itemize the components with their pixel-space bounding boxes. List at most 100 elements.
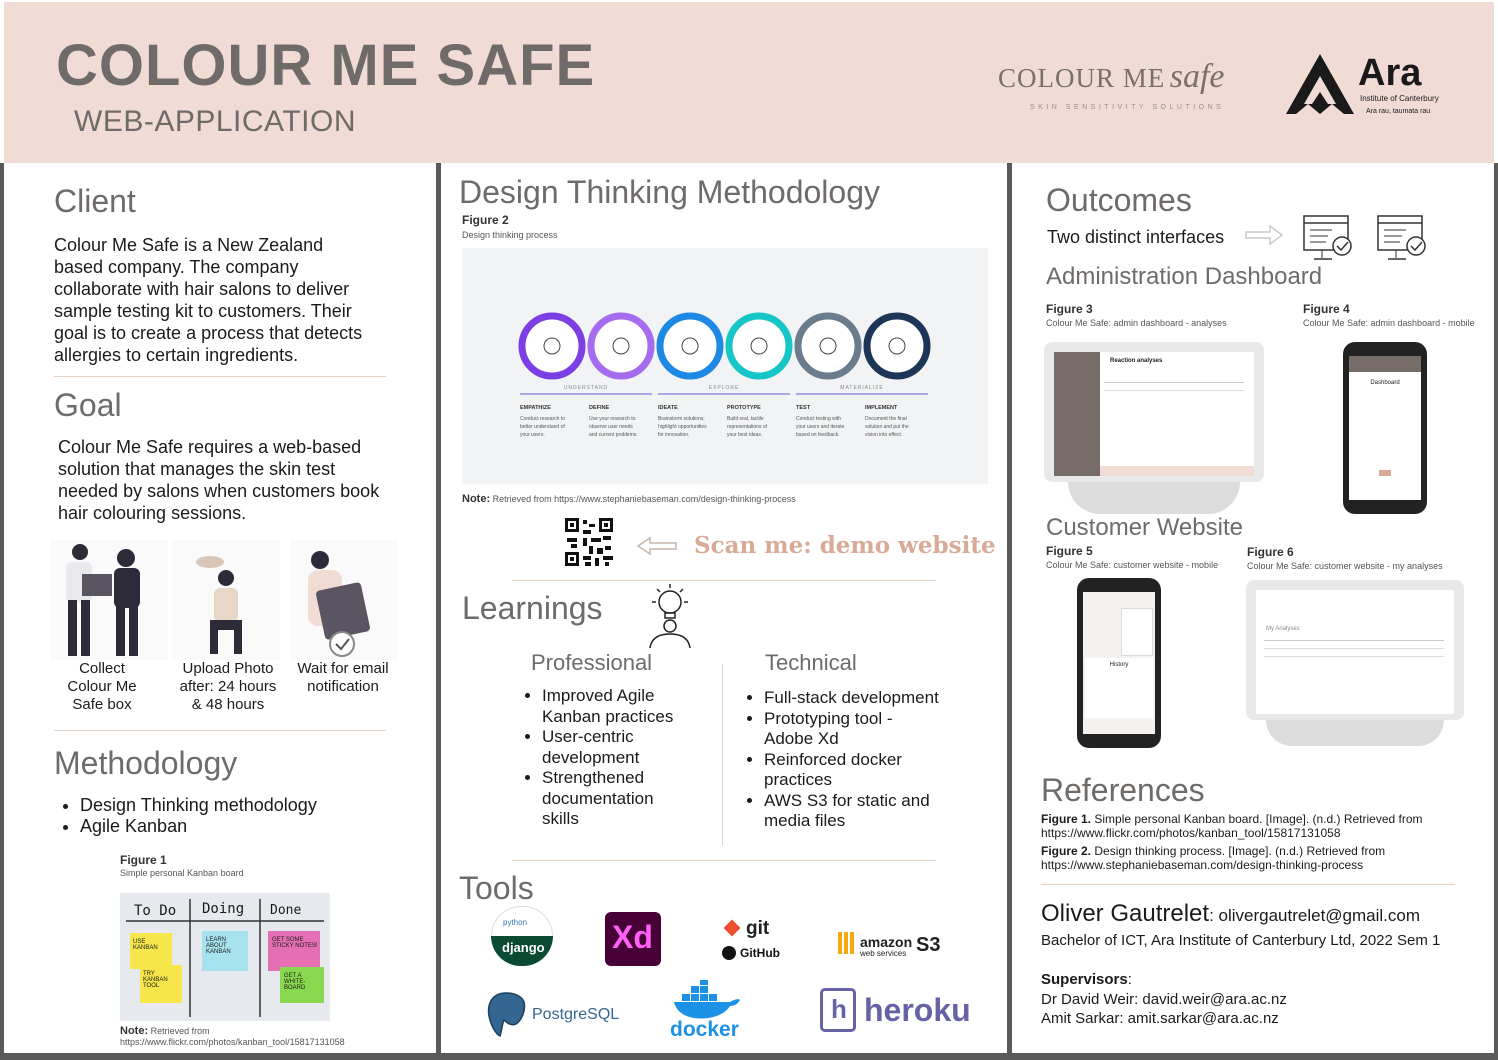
stage-ring <box>656 312 724 380</box>
learnings-divider <box>722 664 723 846</box>
arrow-left-icon <box>636 536 677 556</box>
stage-name: IDEATE <box>658 405 678 411</box>
divider <box>1041 884 1455 885</box>
supervisor-item[interactable]: Dr David Weir: david.weir@ara.ac.nz <box>1041 991 1287 1008</box>
scan-me-text[interactable]: Scan me: demo website <box>694 532 996 559</box>
stage-icon <box>888 337 906 355</box>
figure-3-caption: Colour Me Safe: admin dashboard - analys… <box>1046 318 1227 328</box>
goal-step-wait: Wait for email notification <box>297 660 389 695</box>
admin-mobile-screenshot: Dashboard <box>1343 342 1427 514</box>
learnings-heading: Learnings <box>462 590 603 626</box>
stage-icon <box>612 337 630 355</box>
poster-title: COLOUR ME SAFE <box>56 33 596 98</box>
author-name: Oliver Gautrelet <box>1041 900 1210 927</box>
stage-description: Conduct research to better understand of y… <box>520 416 566 438</box>
kanban-note: TRY KANBAN TOOL <box>143 971 168 989</box>
customer-analyses-screenshot: My Analyses <box>1246 580 1464 720</box>
stage-ring <box>725 312 793 380</box>
admin-dashboard-heading: Administration Dashboard <box>1046 263 1323 290</box>
qr-code-icon[interactable] <box>563 516 615 568</box>
supervisor-item[interactable]: Amit Sarkar: amit.sarkar@ara.ac.nz <box>1041 1010 1279 1027</box>
stage-ring <box>587 312 655 380</box>
stage-ring <box>794 312 862 380</box>
stage-description: Use your research to observe user needs an… <box>589 416 638 438</box>
phase-label: UNDERSTAND <box>563 385 609 391</box>
author-email[interactable]: : olivergautrelet@gmail.com <box>1209 906 1421 925</box>
colour-me-safe-logo: COLOUR ME safe SKIN SENSITIVITY SOLUTION… <box>998 58 1225 111</box>
ara-triangle-icon <box>1286 54 1354 114</box>
stage-name: DEFINE <box>589 405 610 411</box>
supervisors-label: Supervisors: <box>1041 971 1132 988</box>
design-thinking-image: EMPATHIZE Conduct research to better under… <box>462 248 988 484</box>
kanban-col-doing: Doing <box>202 901 245 917</box>
column-divider <box>436 163 441 1060</box>
column-divider <box>1007 163 1012 1060</box>
ara-logo: Ara Institute of Canterbury Ara rau, tau… <box>1284 52 1444 122</box>
border-bottom <box>0 1053 1498 1060</box>
divider <box>512 580 936 581</box>
stage-description: Build real, tactile representations of you… <box>727 416 768 438</box>
web-interface-icon <box>1303 215 1352 260</box>
stage-icon <box>681 337 699 355</box>
list-item: Prototyping tool -Adobe Xd <box>764 709 984 750</box>
goal-text: Colour Me Safe requires a web-based solut… <box>58 437 380 523</box>
stage-name: IMPLEMENT <box>865 405 898 411</box>
python-django-logo: python django <box>491 906 553 966</box>
border-left <box>0 163 4 1060</box>
figure-1-caption: Simple personal Kanban board <box>120 868 244 878</box>
whale-icon <box>674 980 740 1019</box>
stage-icon <box>819 337 837 355</box>
reference-1: Figure 1. Simple personal Kanban board. … <box>1041 812 1423 840</box>
methodology-heading: Methodology <box>54 745 238 781</box>
goal-step-collect: Collect Colour Me Safe box <box>67 660 137 713</box>
kanban-board-lines <box>126 899 324 1017</box>
phase-label: MATERIALIZE <box>840 385 884 391</box>
figure-5-caption: Colour Me Safe: customer website - mobil… <box>1046 560 1219 570</box>
author-degree: Bachelor of ICT, Ara Institute of Canter… <box>1041 932 1441 949</box>
adobe-xd-logo: Xd <box>605 912 661 966</box>
admin-analyses-screenshot: Reaction analyses <box>1044 342 1264 482</box>
list-item: Full-stack development <box>764 688 984 709</box>
design-thinking-heading: Design Thinking Methodology <box>459 174 880 210</box>
heroku-logo: h heroku <box>820 988 972 1036</box>
figure-5-label: Figure 5 <box>1046 544 1093 558</box>
stage-description: Brainstorm solutions; highlight opportuni… <box>658 416 707 438</box>
stage-description: Document the final solution and put the vi… <box>865 416 909 438</box>
list-item: Agile Kanban <box>80 816 317 837</box>
web-interface-icon <box>1377 215 1426 260</box>
kanban-note: GET SOME STICKY NOTES! <box>272 937 318 949</box>
goal-heading: Goal <box>54 387 122 423</box>
aws-s3-logo: amazon web services S3 <box>838 930 948 962</box>
kanban-col-done: Done <box>270 903 302 918</box>
professional-heading: Professional <box>531 650 653 675</box>
client-heading: Client <box>54 183 136 219</box>
kanban-note: GET A WHITE-BOARD <box>284 973 306 991</box>
stage-name: EMPATHIZE <box>520 405 551 411</box>
border-right <box>1494 163 1498 1060</box>
figure-1-label: Figure 1 <box>120 853 167 867</box>
stage-icon <box>750 337 768 355</box>
docker-logo: docker <box>668 980 746 1044</box>
design-thinking-rings <box>518 312 931 395</box>
reference-2: Figure 2. Design thinking process. [Imag… <box>1041 844 1386 872</box>
customer-mobile-screenshot: History <box>1077 578 1161 748</box>
kanban-note: LEARN ABOUT KANBAN <box>206 937 231 955</box>
display-stand <box>1266 720 1444 746</box>
kanban-note: USE KANBAN <box>133 939 158 951</box>
git-github-logo: git GitHub <box>722 918 792 964</box>
technical-list: Full-stack development Prototyping tool … <box>738 688 984 832</box>
postgresql-logo: PostgreSQL <box>484 990 628 1040</box>
figure-2-label: Figure 2 <box>462 213 509 227</box>
figure-4-caption: Colour Me Safe: admin dashboard - mobile <box>1303 318 1475 328</box>
references-heading: References <box>1041 772 1205 808</box>
figure-2-note: Note: Retrieved from https://www.stephan… <box>462 493 796 505</box>
poster-subtitle: WEB-APPLICATION <box>74 105 356 138</box>
tools-heading: Tools <box>459 870 534 906</box>
author-line: Oliver Gautrelet: olivergautrelet@gmail.… <box>1041 900 1420 928</box>
divider <box>54 730 386 731</box>
